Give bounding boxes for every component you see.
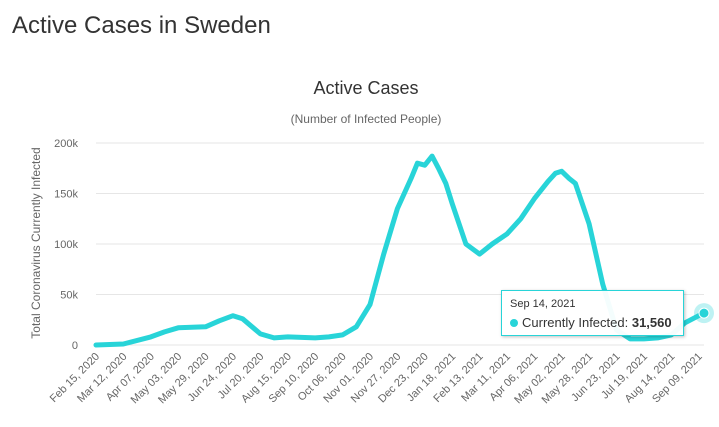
y-tick-label: 50k — [60, 290, 78, 302]
chart-subtitle: (Number of Infected People) — [291, 112, 442, 126]
y-tick-label: 150k — [54, 189, 78, 201]
series-marker-icon — [510, 319, 518, 327]
chart-tooltip: Sep 14, 2021 Currently Infected: 31,560 — [501, 290, 684, 336]
tooltip-date: Sep 14, 2021 — [510, 298, 576, 310]
page-title: Active Cases in Sweden — [12, 12, 271, 39]
y-tick-label: 0 — [72, 340, 78, 352]
y-axis-label: Total Coronavirus Currently Infected — [29, 147, 43, 338]
grid-lines — [96, 142, 704, 346]
tooltip-series-label: Currently Infected: — [522, 315, 629, 330]
chart-title: Active Cases — [313, 78, 418, 98]
y-tick-label: 100k — [54, 239, 78, 251]
y-axis-ticks: 0 50k 100k 150k 200k — [54, 138, 78, 352]
tooltip-value: 31,560 — [631, 315, 672, 330]
tooltip-row: Currently Infected: 31,560 — [510, 315, 672, 330]
y-tick-label: 200k — [54, 138, 78, 150]
hover-point[interactable] — [698, 307, 710, 319]
